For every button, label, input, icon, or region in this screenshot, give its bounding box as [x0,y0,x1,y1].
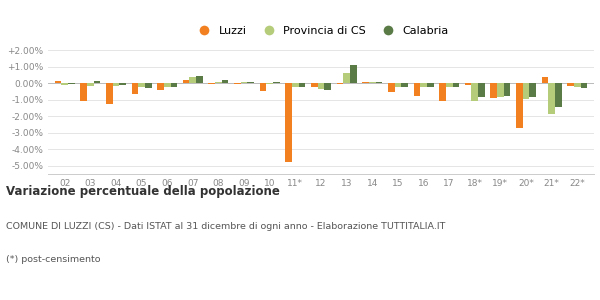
Bar [311,83,317,86]
Bar [106,83,113,104]
Bar [94,81,100,83]
Bar [145,83,152,88]
Bar [529,83,536,97]
Bar [190,77,196,83]
Bar [446,83,452,86]
Bar [325,83,331,90]
Bar [113,83,119,86]
Bar [119,83,126,85]
Bar [247,82,254,83]
Bar [131,83,138,94]
Bar [490,83,497,98]
Bar [55,81,61,83]
Text: COMUNE DI LUZZI (CS) - Dati ISTAT al 31 dicembre di ogni anno - Elaborazione TUT: COMUNE DI LUZZI (CS) - Dati ISTAT al 31 … [6,222,445,231]
Bar [542,76,548,83]
Bar [61,83,68,85]
Bar [343,73,350,83]
Bar [568,83,574,86]
Bar [523,83,529,99]
Bar [317,83,325,89]
Bar [439,83,446,100]
Bar [452,83,459,87]
Bar [427,83,434,87]
Bar [157,83,164,90]
Bar [260,83,266,91]
Bar [401,83,408,87]
Bar [395,83,401,86]
Bar [362,82,369,83]
Bar [497,83,504,97]
Bar [292,83,299,86]
Bar [337,83,343,84]
Bar [350,65,356,83]
Bar [299,83,305,87]
Bar [241,82,247,83]
Bar [183,80,190,83]
Bar [516,83,523,128]
Bar [376,82,382,83]
Bar [215,82,222,83]
Bar [388,83,395,92]
Bar [196,76,203,83]
Bar [420,83,427,86]
Bar [555,83,562,107]
Bar [369,82,376,83]
Bar [465,83,472,85]
Bar [478,83,485,97]
Bar [504,83,511,96]
Bar [286,83,292,162]
Bar [413,83,420,96]
Bar [574,83,581,86]
Bar [208,83,215,84]
Bar [164,83,170,86]
Bar [581,83,587,88]
Bar [80,83,87,100]
Bar [222,80,229,83]
Bar [548,83,555,114]
Bar [273,82,280,83]
Bar [87,83,94,86]
Bar [138,83,145,86]
Bar [68,83,74,84]
Bar [170,83,177,86]
Bar [472,83,478,101]
Bar [234,83,241,84]
Bar [266,83,273,84]
Text: (*) post-censimento: (*) post-censimento [6,255,101,264]
Text: Variazione percentuale della popolazione: Variazione percentuale della popolazione [6,184,280,197]
Legend: Luzzi, Provincia di CS, Calabria: Luzzi, Provincia di CS, Calabria [188,21,454,40]
